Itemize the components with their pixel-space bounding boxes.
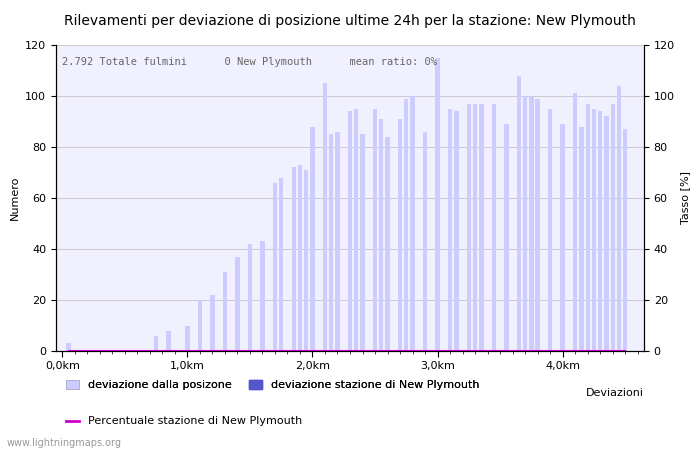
Y-axis label: Tasso [%]: Tasso [%] — [680, 171, 690, 225]
Bar — [598, 111, 603, 351]
Bar — [323, 83, 327, 351]
Bar — [480, 104, 484, 351]
Bar — [279, 178, 284, 351]
Bar — [585, 104, 590, 351]
Bar — [167, 331, 171, 351]
Bar — [385, 137, 390, 351]
Bar — [248, 244, 252, 351]
Bar — [423, 132, 427, 351]
Bar — [617, 86, 621, 351]
Bar — [448, 109, 452, 351]
Bar — [573, 94, 578, 351]
Bar — [379, 119, 384, 351]
Text: Rilevamenti per deviazione di posizione ultime 24h per la stazione: New Plymouth: Rilevamenti per deviazione di posizione … — [64, 14, 636, 27]
Bar — [298, 165, 302, 351]
Text: www.lightningmaps.org: www.lightningmaps.org — [7, 438, 122, 448]
Bar — [504, 124, 509, 351]
Bar — [592, 109, 596, 351]
Bar — [223, 272, 227, 351]
Bar — [210, 295, 215, 351]
Bar — [329, 134, 333, 351]
Bar — [197, 300, 202, 351]
Text: Deviazioni: Deviazioni — [586, 388, 644, 398]
Bar — [604, 117, 609, 351]
Bar — [235, 256, 239, 351]
Bar — [610, 104, 615, 351]
Bar — [454, 111, 458, 351]
Bar — [335, 132, 340, 351]
Legend: Percentuale stazione di New Plymouth: Percentuale stazione di New Plymouth — [62, 412, 307, 431]
Bar — [473, 104, 477, 351]
Bar — [529, 96, 533, 351]
Bar — [186, 325, 190, 351]
Bar — [260, 241, 265, 351]
Bar — [310, 126, 315, 351]
Bar — [348, 111, 352, 351]
Bar — [517, 76, 521, 351]
Bar — [373, 109, 377, 351]
Text: 2.792 Totale fulmini      0 New Plymouth      mean ratio: 0%: 2.792 Totale fulmini 0 New Plymouth mean… — [62, 57, 437, 67]
Bar — [467, 104, 471, 351]
Legend: deviazione dalla posizone, deviazione stazione di New Plymouth: deviazione dalla posizone, deviazione st… — [62, 376, 484, 395]
Bar — [304, 170, 309, 351]
Bar — [354, 109, 358, 351]
Bar — [360, 134, 365, 351]
Bar — [66, 343, 71, 351]
Bar — [404, 99, 409, 351]
Bar — [410, 96, 414, 351]
Bar — [291, 167, 296, 351]
Bar — [548, 109, 552, 351]
Bar — [523, 96, 527, 351]
Bar — [154, 336, 158, 351]
Bar — [491, 104, 496, 351]
Y-axis label: Numero: Numero — [10, 176, 20, 220]
Bar — [561, 124, 565, 351]
Bar — [623, 129, 627, 351]
Bar — [536, 99, 540, 351]
Bar — [398, 119, 402, 351]
Bar — [580, 126, 584, 351]
Bar — [273, 183, 277, 351]
Bar — [435, 58, 440, 351]
